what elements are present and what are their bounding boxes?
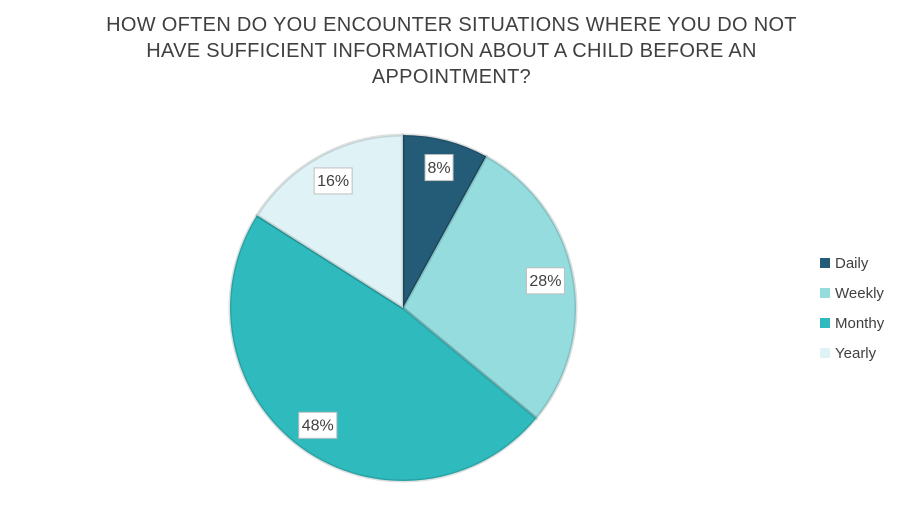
pie-slice bbox=[255, 133, 405, 310]
legend-swatch bbox=[820, 288, 830, 298]
chart-title: HOW OFTEN DO YOU ENCOUNTER SITUATIONS WH… bbox=[106, 14, 797, 88]
data-label: 28% bbox=[529, 273, 561, 290]
data-label: 8% bbox=[427, 160, 450, 177]
legend-swatch bbox=[820, 258, 830, 268]
legend-label: Yearly bbox=[835, 345, 877, 362]
data-label-box bbox=[298, 411, 338, 439]
legend-swatch bbox=[820, 348, 830, 358]
legend-label: Daily bbox=[835, 255, 869, 272]
legend-swatch bbox=[820, 318, 830, 328]
data-label: 16% bbox=[317, 173, 349, 190]
data-label-box bbox=[424, 154, 454, 182]
legend-label: Weekly bbox=[835, 285, 884, 302]
legend-label: Monthy bbox=[835, 315, 885, 332]
data-label: 48% bbox=[302, 418, 334, 435]
data-label-box bbox=[525, 267, 565, 295]
data-label-box bbox=[313, 167, 353, 195]
pie-slice bbox=[401, 133, 488, 310]
pie-slice bbox=[401, 154, 578, 420]
